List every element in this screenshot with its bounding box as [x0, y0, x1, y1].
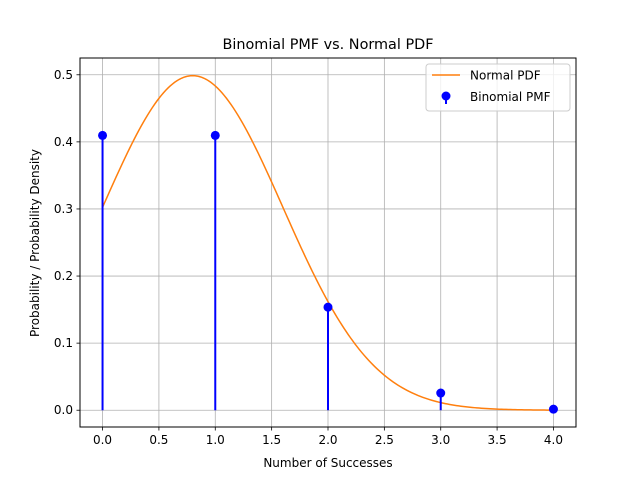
legend-marker-swatch	[441, 91, 451, 101]
chart-title: Binomial PMF vs. Normal PDF	[223, 37, 434, 53]
x-tick-label: 3.0	[431, 433, 450, 447]
normal-pdf-line	[101, 74, 554, 411]
x-axis-label: Number of Successes	[263, 456, 392, 470]
legend-label-binomial: Binomial PMF	[470, 90, 551, 104]
x-tick-label: 4.0	[544, 433, 563, 447]
legend-box	[425, 63, 571, 112]
x-tick-label: 3.5	[488, 433, 507, 447]
x-tick-label: 1.5	[262, 433, 281, 447]
binomial-stem-marker	[436, 388, 446, 398]
x-tick-label: 1.0	[206, 433, 225, 447]
x-tick-label: 0.0	[93, 433, 112, 447]
y-axis-label: Probability / Probability Density	[28, 149, 42, 337]
y-tick-label: 0.3	[54, 202, 73, 216]
x-tick-label: 0.5	[149, 433, 168, 447]
binomial-stem-marker	[98, 130, 108, 140]
legend: Normal PDF Binomial PMF	[425, 63, 571, 112]
y-tick-label: 0.1	[54, 336, 73, 350]
y-tick-label: 0.4	[54, 135, 73, 149]
x-tick-label: 2.0	[318, 433, 337, 447]
y-tick-label: 0.2	[54, 269, 73, 283]
binomial-stem-marker	[323, 302, 333, 312]
y-tick-label: 0.5	[54, 68, 73, 82]
plot-data	[98, 74, 558, 414]
x-tick-label: 2.5	[375, 433, 394, 447]
legend-label-normal: Normal PDF	[470, 69, 541, 83]
binomial-stem-marker	[210, 130, 220, 140]
y-tick-label: 0.0	[54, 403, 73, 417]
axis-ticks: 0.0 0.5 1.0 1.5 2.0 2.5 3.0 3.5 4.0 0.0 0.1 0.2 0.3 0…	[54, 68, 563, 447]
binomial-stem-marker	[548, 404, 558, 414]
